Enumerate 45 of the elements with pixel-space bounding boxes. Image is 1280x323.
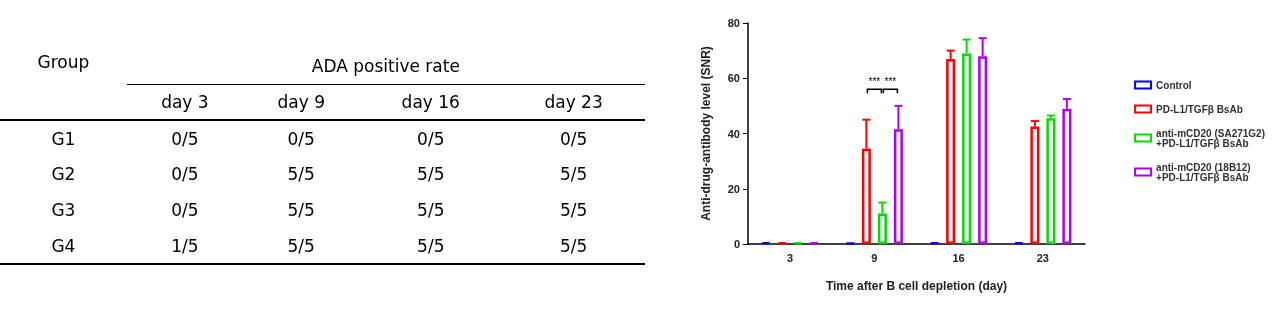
text: ADA positive rate	[126, 48, 645, 84]
text: 0/5	[287, 128, 315, 149]
legend-label: anti-mCD20 (SA271G2) +PD-L1/TGFβ BsAb	[1156, 127, 1265, 149]
text: 5/5	[417, 164, 445, 184]
bar	[1046, 118, 1056, 244]
category-label: day 23	[543, 90, 604, 114]
text: 0/5	[171, 200, 199, 220]
text: 1/5	[171, 235, 199, 256]
text: 5/5	[287, 164, 315, 184]
x-tick-label: 23	[1036, 251, 1049, 264]
legend-label: Control	[1156, 79, 1192, 91]
category-label: G4	[51, 235, 76, 256]
legend-label: anti-mCD20 (18B12) +PD-L1/TGFβ BsAb	[1156, 161, 1251, 183]
text: 0/5	[417, 128, 445, 149]
y-tick-label: 0	[733, 238, 740, 250]
annotation: ***	[884, 76, 897, 88]
x-tick-label: 16	[952, 251, 965, 264]
text: 5/5	[559, 200, 588, 220]
text: 5/5	[287, 200, 315, 220]
text: 0/5	[559, 128, 588, 149]
category-label: day 16	[400, 90, 461, 114]
text: 0/5	[171, 164, 199, 184]
y-tick-label: 20	[727, 182, 740, 195]
category-label: G2	[51, 164, 76, 184]
text: 5/5	[417, 235, 445, 256]
y-axis-title: Anti-drug-antibody level (SNR)	[699, 46, 713, 221]
category-label: day 9	[276, 90, 326, 114]
text: 5/5	[417, 200, 445, 220]
y-tick-label: 40	[727, 127, 740, 140]
x-tick-label: 9	[871, 251, 878, 264]
text: 5/5	[559, 235, 588, 256]
category-label: day 3	[160, 90, 210, 114]
annotation: ***	[868, 76, 881, 88]
text: 5/5	[559, 164, 588, 184]
y-tick-label: 80	[727, 17, 740, 29]
bar	[1030, 126, 1040, 244]
text: 5/5	[287, 235, 315, 256]
x-tick-label: 3	[787, 251, 794, 264]
text: Group	[36, 51, 91, 74]
category-label: G1	[51, 128, 76, 149]
y-tick-label: 60	[727, 72, 740, 85]
legend-label: PD-L1/TGFβ BsAb	[1156, 103, 1243, 115]
text: 0/5	[171, 128, 199, 149]
category-label: G3	[51, 200, 76, 220]
x-axis-title: Time after B cell depletion (day)	[825, 279, 1008, 293]
